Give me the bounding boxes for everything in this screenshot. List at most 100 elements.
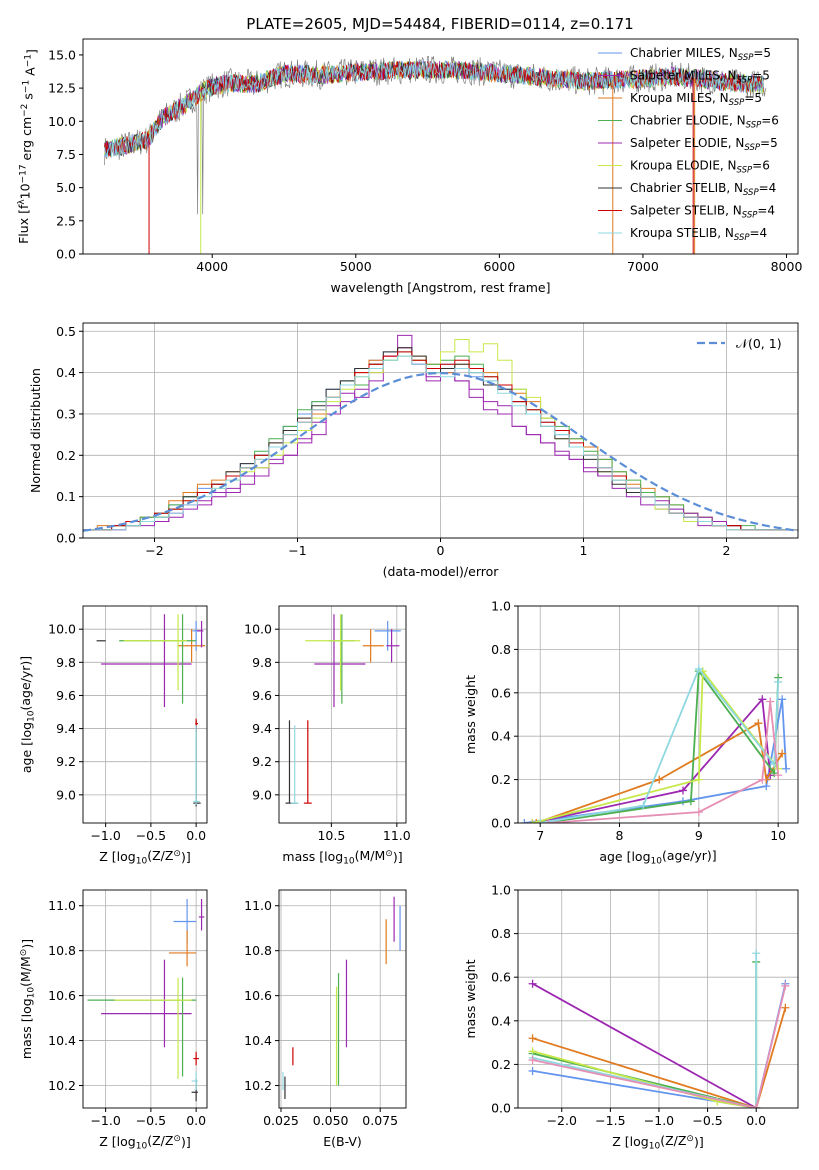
- y-axis-label: mass weight: [463, 675, 478, 754]
- x-axis-label-part: Z [log: [612, 1134, 648, 1149]
- x-axis-label-part: Z [log: [99, 849, 135, 864]
- weight-point: [758, 695, 767, 704]
- x-tick-label: 8: [616, 828, 624, 843]
- x-tick-label: −1.0: [90, 1113, 120, 1128]
- weight-point: [544, 819, 553, 823]
- y-tick-label: 9.2: [252, 754, 272, 769]
- y-tick-label: 9.4: [56, 721, 76, 736]
- legend-label: Kroupa STELIB, NSSP=4: [630, 226, 767, 243]
- y-tick-label: 10.4: [244, 1033, 272, 1048]
- x-tick-label: 6000: [483, 259, 515, 274]
- legend-label: Kroupa ELODIE, NSSP=6: [630, 159, 770, 176]
- y-tick-label: 10.6: [48, 988, 76, 1003]
- x-axis-label-part: ⊙: [385, 849, 393, 859]
- y-tick-label: 9.0: [252, 787, 272, 802]
- y-tick-label: 0.6: [491, 970, 511, 985]
- x-axis-label-part: ⊙: [686, 1134, 694, 1144]
- y-axis-label-part: 10: [27, 710, 37, 722]
- weight-point: [782, 764, 791, 773]
- legend-label: Salpeter MILES, NSSP=5: [630, 69, 770, 86]
- legend-label-sub: SSP: [743, 188, 759, 198]
- legend-label-sub: SSP: [744, 143, 760, 153]
- weight-point: [781, 1003, 790, 1012]
- legend-label: Chabrier ELODIE, NSSP=6: [630, 114, 779, 131]
- x-axis-label-part: 10: [343, 857, 355, 867]
- weight-point: [752, 949, 761, 958]
- y-tick-label: 0.0: [56, 247, 76, 262]
- x-axis-label-part: )]: [181, 850, 191, 865]
- weight-line: [532, 953, 758, 1108]
- axes-frame: [82, 38, 799, 255]
- histogram-steps: [83, 334, 798, 532]
- y-tick-label: 9.8: [56, 655, 76, 670]
- weight-point: [781, 981, 790, 990]
- y-tick-label: 10.2: [48, 1078, 76, 1093]
- residuals-panel: −2 −1 0 1 2 0.0 0.1 0.2 0.3 0.4 0.5 (data-model)/er…: [28, 322, 799, 579]
- mass-weight-z-panel-lines: [528, 949, 790, 1108]
- x-axis-label-part: ⊙: [173, 849, 181, 859]
- mass-vs-z-panel: −1.0 −0.5 0.010.210.410.610.811.0Z [log10(…: [18, 889, 208, 1152]
- y-tick-label: 1.0: [491, 883, 511, 898]
- x-tick-label: 7: [536, 828, 544, 843]
- y-axis-label-part: (M/M: [18, 956, 33, 987]
- y-tick-label: 0.2: [56, 448, 76, 463]
- weight-point: [528, 1066, 537, 1075]
- legend-label-n: =5: [752, 69, 770, 83]
- x-axis-label-part: (Z/Z: [660, 1133, 686, 1148]
- y-tick-label: 0.5: [56, 324, 76, 339]
- y-axis-label-part: Flux [f: [16, 204, 31, 244]
- legend-label-sub: SSP: [737, 76, 753, 86]
- mass-vs-ebv-panel: 0.025 0.050 0.075 10.2 10.4 10.6 10.8 11.0 E(B-V…: [244, 889, 407, 1149]
- legend-label-n: =5: [744, 91, 762, 105]
- legend-label-text: Salpeter STELIB, N: [630, 204, 742, 218]
- x-tick-label: 9: [695, 828, 703, 843]
- weight-line: [532, 697, 772, 823]
- x-tick-label: −0.5: [692, 1113, 722, 1128]
- y-tick-label: 10.0: [48, 114, 76, 129]
- y-tick-label: 0.0: [56, 531, 76, 546]
- y-tick-label: 0.4: [491, 1013, 511, 1028]
- legend-label-n: =4: [759, 181, 777, 195]
- y-axis-label: Normed distribution: [28, 368, 43, 493]
- y-tick-label: 10.4: [48, 1033, 76, 1048]
- y-tick-label: 12.5: [48, 81, 76, 96]
- x-axis-label: Z [log10(Z/Z⊙)]: [612, 1133, 703, 1152]
- weight-point: [536, 819, 545, 823]
- weight-point: [778, 695, 787, 704]
- x-tick-label: 0.050: [313, 1113, 349, 1128]
- age-vs-z-panel: −1.0 −0.5 0.09.09.29.49.69.810.0Z [log10(Z…: [18, 605, 208, 867]
- age-vs-mass-panel: 10.5 11.0 9.0 9.2 9.4 9.6 9.8 10.0 mass [log10(M…: [244, 605, 411, 867]
- x-tick-label: 10: [770, 828, 786, 843]
- legend-label-sub: SSP: [742, 211, 758, 221]
- y-axis-label-part: λ: [17, 199, 27, 205]
- x-axis-label-part: )]: [694, 1135, 704, 1150]
- weight-point: [528, 979, 537, 988]
- weight-line: [532, 985, 787, 1108]
- weight-line: [532, 668, 779, 823]
- x-tick-label: −1.5: [595, 1113, 625, 1128]
- mass-vs-ebv-panel-points: [282, 896, 401, 1100]
- x-tick-label: 10.5: [317, 828, 345, 843]
- y-tick-label: 9.6: [56, 688, 76, 703]
- x-axis-label-part: (Z/Z: [147, 848, 173, 863]
- y-tick-label: 0.8: [491, 926, 511, 941]
- y-tick-label: 0.4: [56, 365, 76, 380]
- weight-point: [528, 1034, 537, 1043]
- x-axis-label-part: ⊙: [173, 1134, 181, 1144]
- axes-frame: [517, 889, 799, 1109]
- y-tick-label: 10.8: [48, 943, 76, 958]
- legend-label-text: Salpeter ELODIE, N: [630, 136, 744, 150]
- y-axis-label-part: 10: [18, 183, 33, 199]
- x-axis-label-part: age [log: [599, 849, 650, 864]
- legend-label-n: =6: [752, 159, 770, 173]
- legend-label-text: Kroupa ELODIE, N: [630, 159, 737, 173]
- legend-label: Salpeter ELODIE, NSSP=5: [630, 136, 778, 153]
- y-tick-label: 7.5: [56, 147, 76, 162]
- x-tick-label: 4000: [196, 259, 228, 274]
- x-tick-label: −0.5: [136, 828, 166, 843]
- y-axis-label-part: (age/yr)]: [18, 656, 33, 711]
- figure-title: PLATE=2605, MJD=54484, FIBERID=0114, z=0…: [246, 15, 633, 33]
- y-axis-label-part: −1: [23, 54, 33, 67]
